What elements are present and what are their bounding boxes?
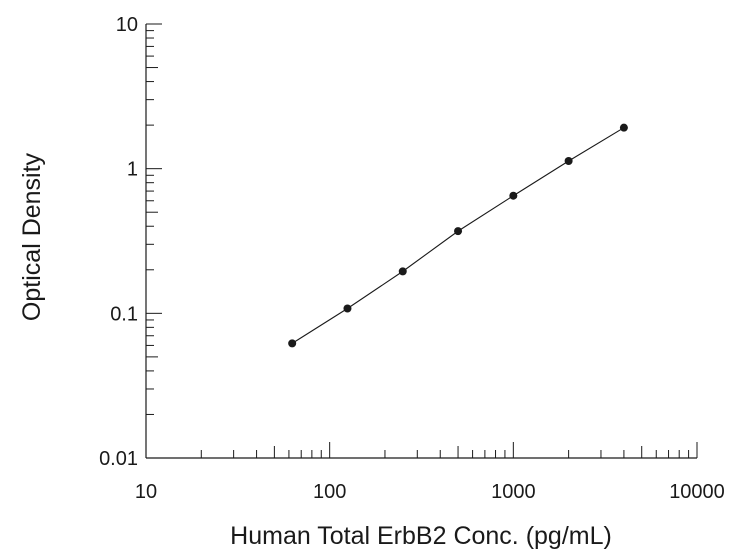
x-axis-label: Human Total ErbB2 Conc. (pg/mL) [230, 522, 612, 550]
y-tick-label: 0.01 [99, 448, 138, 470]
x-tick-label: 10 [135, 481, 157, 503]
plot-area [288, 123, 628, 348]
data-point [509, 191, 518, 200]
data-point [343, 304, 352, 313]
x-tick-label: 10000 [669, 481, 725, 503]
y-tick-label: 1 [127, 159, 138, 181]
fit-curve [291, 127, 625, 344]
data-point [564, 156, 573, 165]
x-axis: 10 100 1000 10000 [135, 442, 725, 503]
data-point [619, 123, 628, 132]
data-point [288, 339, 297, 348]
y-tick-label: 10 [116, 14, 138, 36]
data-point [454, 227, 463, 236]
y-tick-label: 0.1 [110, 303, 138, 325]
data-point [398, 267, 407, 276]
x-tick-label: 100 [313, 481, 346, 503]
y-axis-label: Optical Density [18, 152, 46, 321]
x-tick-label: 1000 [491, 481, 536, 503]
y-axis: 0.01 0.1 1 10 [99, 14, 162, 470]
